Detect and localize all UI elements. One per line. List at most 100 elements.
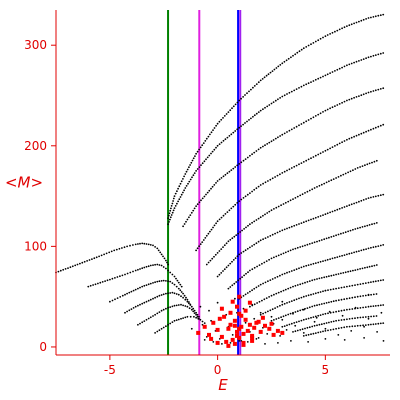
data-point <box>262 108 264 111</box>
data-point <box>359 283 362 285</box>
data-point <box>227 240 230 243</box>
cluster-point <box>235 329 239 334</box>
data-point <box>228 209 231 212</box>
data-point <box>288 301 291 303</box>
data-point <box>328 275 330 278</box>
data-point <box>224 173 227 176</box>
data-point <box>283 272 286 275</box>
scatter-point <box>328 310 331 313</box>
data-point <box>71 265 74 268</box>
data-point <box>348 308 351 311</box>
y-tick-label: 0 <box>39 340 47 354</box>
data-point <box>116 276 119 278</box>
cluster-points <box>196 294 285 348</box>
data-point <box>332 178 335 181</box>
scatter-point <box>324 289 327 292</box>
data-point <box>193 172 196 175</box>
data-point <box>332 235 335 238</box>
data-point <box>306 190 309 193</box>
data-point <box>189 164 192 166</box>
data-point <box>238 126 241 129</box>
data-point <box>313 324 316 327</box>
cluster-point <box>226 343 231 348</box>
data-point <box>168 221 170 223</box>
data-point <box>314 216 317 219</box>
data-point <box>192 307 195 310</box>
data-point <box>317 153 320 156</box>
series-line <box>205 159 378 266</box>
data-point <box>264 213 266 216</box>
data-point <box>319 331 322 333</box>
cluster-point <box>245 328 250 333</box>
data-point <box>169 292 172 294</box>
data-point <box>318 184 321 187</box>
cluster-point <box>267 326 272 331</box>
data-point <box>340 232 342 235</box>
data-point <box>240 161 243 164</box>
data-point <box>289 249 292 252</box>
data-point <box>330 179 333 182</box>
data-point <box>210 228 213 231</box>
data-point <box>222 246 224 249</box>
data-point <box>95 256 98 259</box>
x-tick-label: 0 <box>214 363 222 377</box>
data-point <box>298 50 301 53</box>
data-point <box>218 178 221 181</box>
data-point <box>192 157 195 160</box>
data-point <box>341 207 343 209</box>
data-point <box>287 57 290 60</box>
data-point <box>179 289 182 292</box>
data-point <box>265 297 268 299</box>
data-point <box>275 292 278 295</box>
data-point <box>306 243 309 246</box>
data-point <box>190 211 193 214</box>
data-point <box>312 217 315 220</box>
data-point <box>277 136 279 139</box>
data-point <box>189 214 192 217</box>
scatter-point <box>234 297 236 300</box>
data-point <box>311 242 314 245</box>
data-point <box>350 203 353 206</box>
data-point <box>149 282 152 285</box>
data-point <box>62 268 65 271</box>
data-point <box>305 220 308 223</box>
data-point <box>323 322 326 325</box>
data-point <box>343 318 346 321</box>
data-point <box>132 289 135 292</box>
data-point <box>346 205 348 208</box>
cluster-point <box>196 330 201 335</box>
data-point <box>149 298 152 301</box>
data-point <box>236 255 239 258</box>
data-point <box>372 305 375 307</box>
data-point <box>335 327 337 330</box>
data-point <box>248 119 250 121</box>
data-point <box>231 237 234 240</box>
data-point <box>307 158 310 161</box>
data-point <box>286 169 288 172</box>
data-point <box>225 266 228 269</box>
data-point <box>377 53 380 56</box>
data-point <box>244 122 246 124</box>
data-point <box>234 203 237 206</box>
data-point <box>213 255 215 258</box>
data-point <box>190 305 193 308</box>
scatter-point <box>266 333 269 335</box>
data-point <box>192 174 195 177</box>
data-point <box>189 315 192 318</box>
data-point <box>264 144 266 147</box>
data-point <box>268 210 271 213</box>
data-point <box>306 326 309 329</box>
data-point <box>249 269 251 272</box>
data-point <box>141 267 144 270</box>
data-point <box>279 274 281 277</box>
scatter-point <box>307 341 309 343</box>
data-point <box>335 310 337 313</box>
data-point <box>281 95 284 98</box>
data-point <box>377 322 380 325</box>
data-point <box>351 317 354 320</box>
data-point <box>196 315 199 318</box>
data-point <box>182 292 185 295</box>
data-point <box>196 313 199 316</box>
data-point <box>290 270 293 272</box>
data-point <box>178 185 181 188</box>
